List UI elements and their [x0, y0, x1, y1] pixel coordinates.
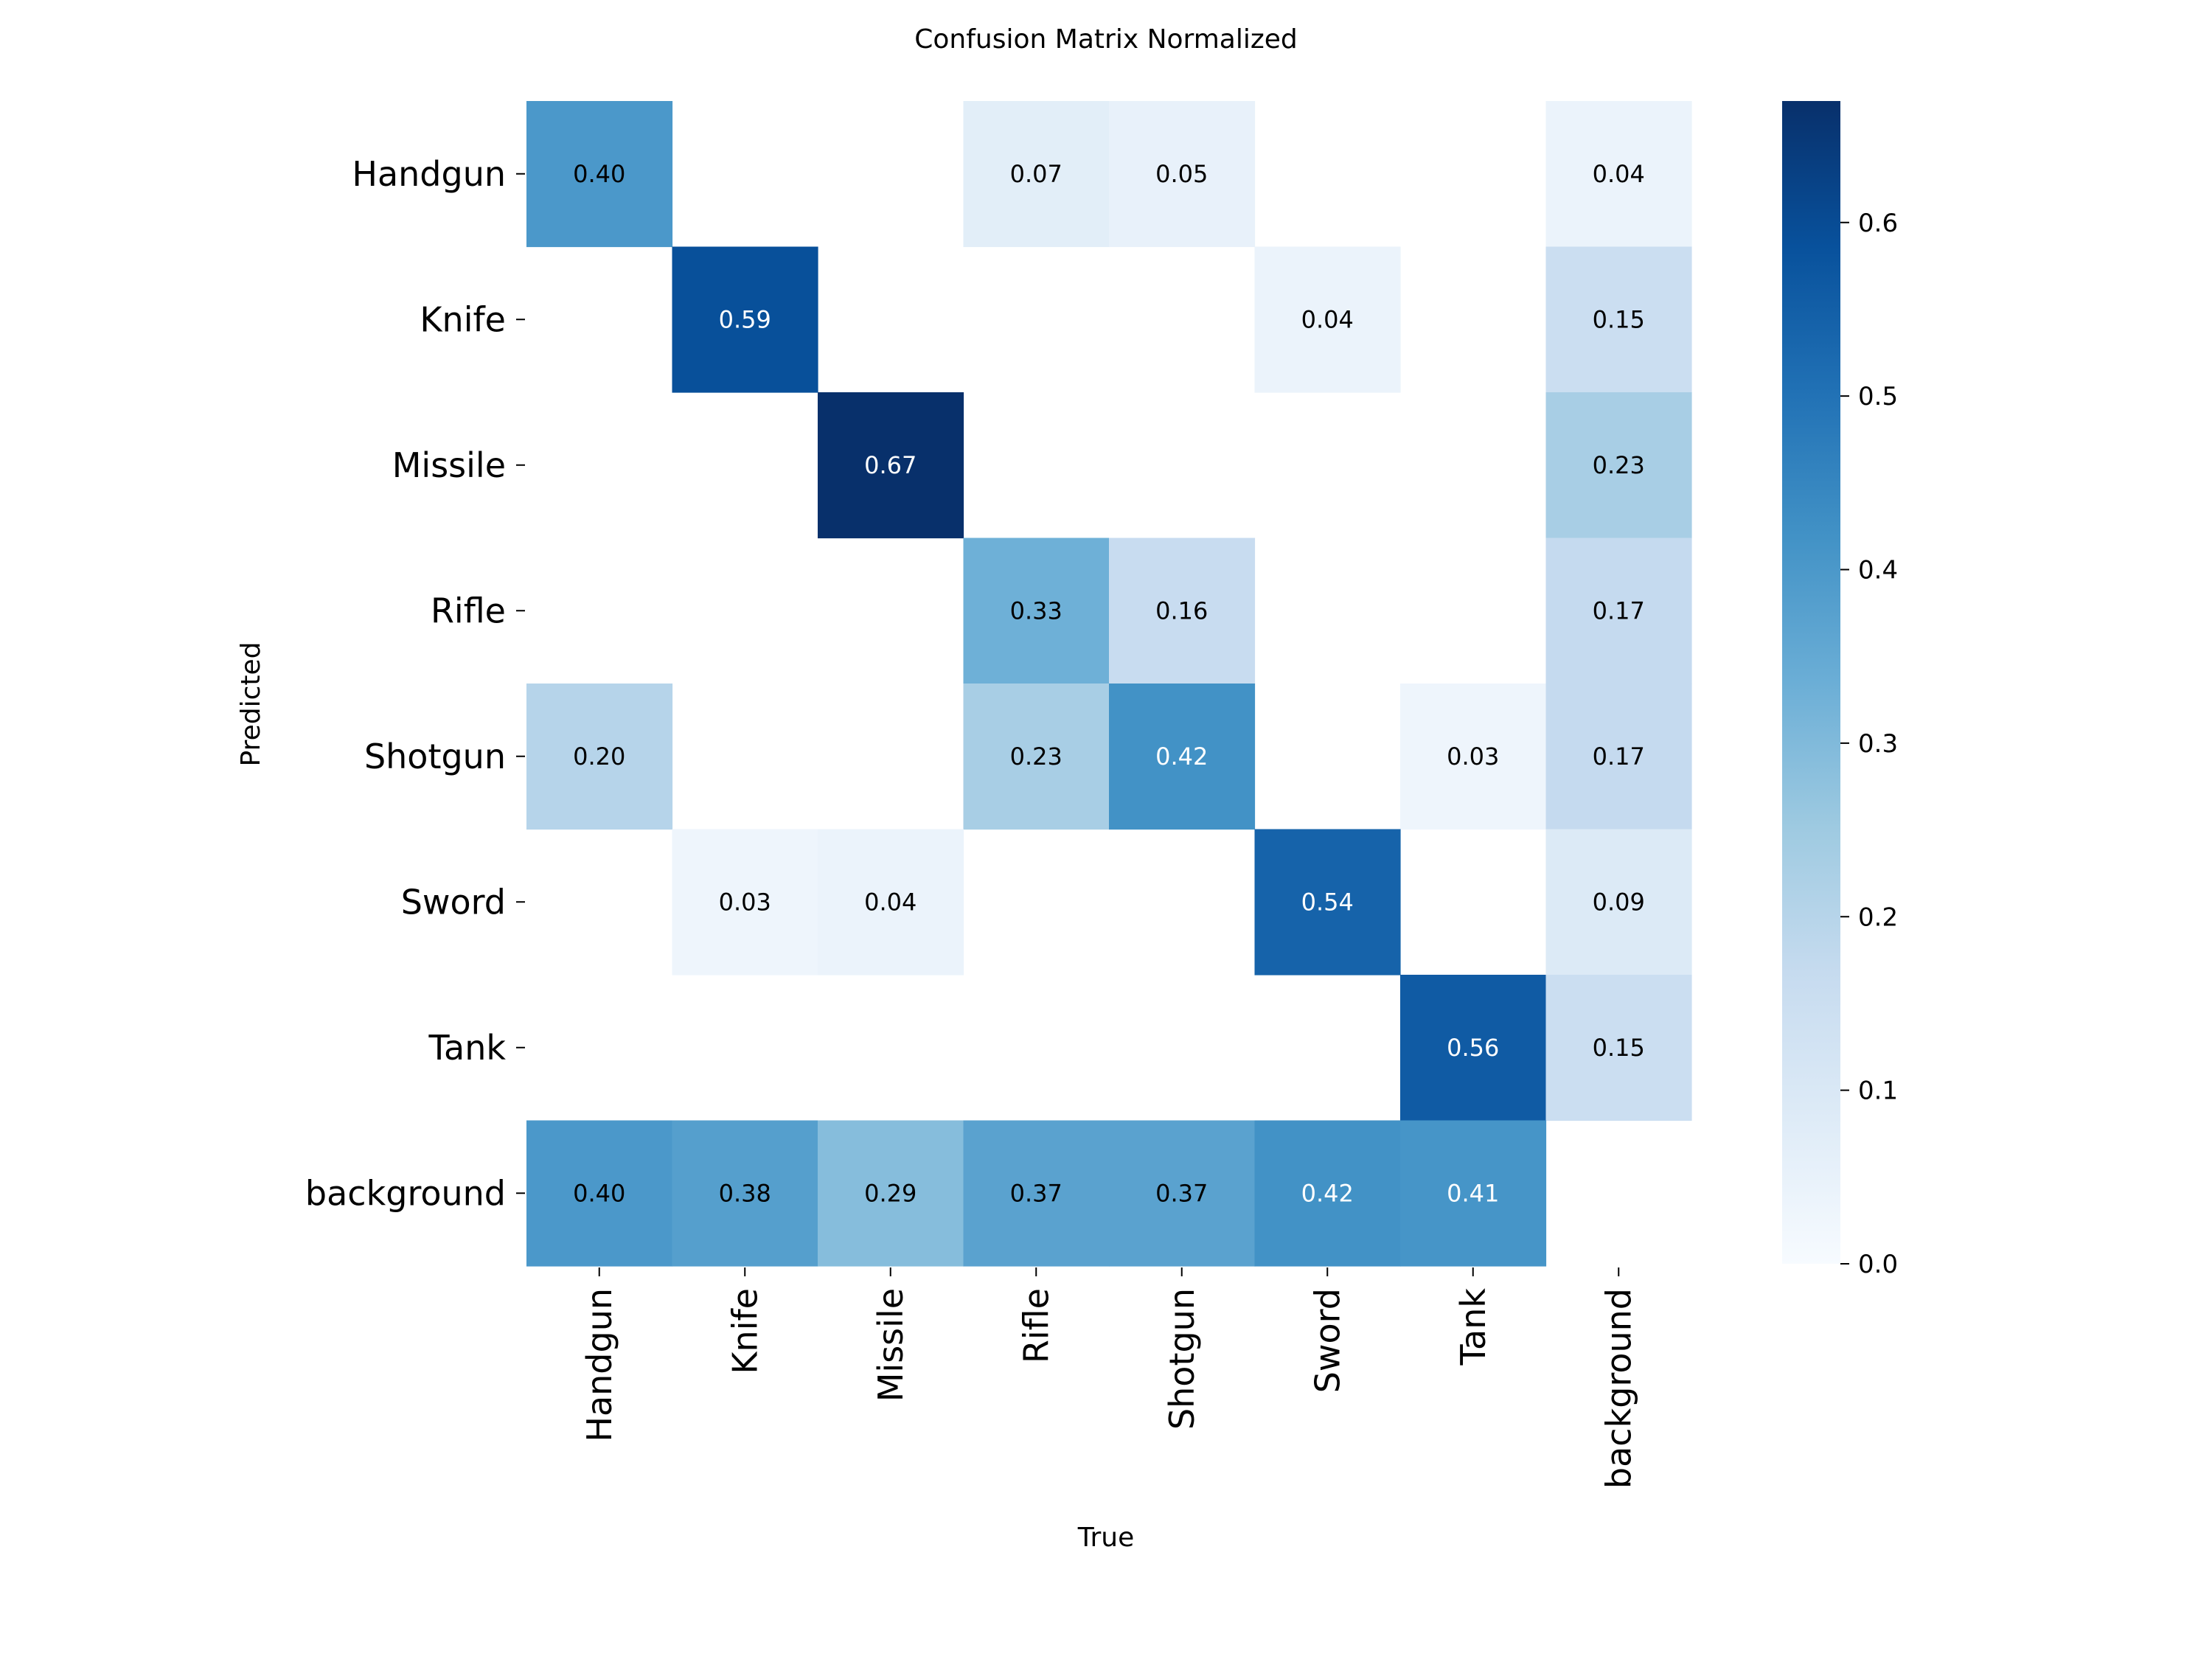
heatmap-cell — [526, 101, 673, 248]
colorbar-tick-label: 0.3 — [1858, 729, 1898, 759]
heatmap-cell — [818, 1120, 964, 1267]
heatmap-cell — [1109, 101, 1256, 248]
cell-value-label: 0.37 — [1155, 1179, 1208, 1207]
cell-value-label: 0.42 — [1155, 742, 1208, 771]
cell-value-label: 0.04 — [1301, 305, 1354, 333]
y-tick-label: Tank — [428, 1028, 507, 1068]
heatmap-cell — [1545, 101, 1692, 248]
heatmap-cell — [1109, 684, 1256, 830]
colorbar-tick-label: 0.6 — [1858, 209, 1898, 238]
heatmap-cell — [963, 1120, 1110, 1267]
y-tick-label: Rifle — [431, 591, 506, 630]
cell-value-label: 0.38 — [719, 1179, 771, 1207]
heatmap-cell — [1545, 246, 1692, 393]
heatmap-cell — [1545, 684, 1692, 830]
heatmap-cell — [1254, 829, 1401, 975]
cell-value-label: 0.05 — [1155, 160, 1208, 188]
y-tick-label: Handgun — [352, 154, 506, 194]
heatmap-cell — [1400, 684, 1547, 830]
colorbar-ticks: 0.0 0.1 0.2 0.3 0.4 0.5 0.6 — [1840, 209, 1898, 1279]
x-axis-label: True — [1077, 1523, 1134, 1553]
cell-value-label: 0.59 — [719, 305, 771, 333]
y-tick-label: Missile — [392, 445, 506, 485]
x-tick-labels: Handgun Knife Missile Rifle Shotgun Sword Tank… — [580, 1267, 1638, 1489]
heatmap-cells: 0.40 0.07 0.05 0.04 0.59 0.04 0.15 0.67 0.23 0.33… — [526, 101, 1692, 1267]
cell-value-label: 0.17 — [1593, 597, 1645, 625]
cell-value-label: 0.03 — [1447, 742, 1499, 771]
chart-title: Confusion Matrix Normalized — [914, 24, 1297, 55]
cell-value-label: 0.41 — [1447, 1179, 1499, 1207]
cell-value-label: 0.20 — [573, 742, 625, 771]
cell-value-label: 0.04 — [864, 888, 917, 916]
y-axis-label: Predicted — [236, 642, 266, 767]
cell-value-label: 0.56 — [1447, 1034, 1499, 1062]
cell-value-label: 0.42 — [1301, 1179, 1354, 1207]
heatmap-cell — [1545, 538, 1692, 684]
colorbar-tick-label: 0.5 — [1858, 382, 1898, 411]
heatmap-cell — [672, 1120, 818, 1267]
y-tick-label: Knife — [420, 299, 506, 339]
cell-value-label: 0.09 — [1593, 888, 1645, 916]
heatmap-cell — [526, 684, 673, 830]
x-tick-label: Shotgun — [1162, 1288, 1202, 1430]
cell-value-label: 0.07 — [1010, 160, 1062, 188]
heatmap-cell — [1254, 1120, 1401, 1267]
cell-value-label: 0.03 — [719, 888, 771, 916]
heatmap-cell — [1254, 246, 1401, 393]
colorbar-tick-label: 0.1 — [1858, 1077, 1898, 1106]
x-tick-label: Handgun — [580, 1288, 619, 1442]
x-tick-label: Rifle — [1016, 1288, 1056, 1363]
colorbar — [1782, 101, 1840, 1264]
cell-value-label: 0.17 — [1593, 742, 1645, 771]
heatmap-cell — [963, 684, 1110, 830]
cell-value-label: 0.16 — [1155, 597, 1208, 625]
cell-value-label: 0.67 — [864, 451, 917, 479]
y-tick-label: background — [305, 1173, 506, 1213]
heatmap-cell — [672, 829, 818, 975]
heatmap-cell — [1109, 538, 1256, 684]
y-tick-label: Shotgun — [364, 737, 506, 776]
y-tick-labels: Handgun Knife Missile Rifle Shotgun Sword Tank… — [305, 154, 525, 1213]
cell-value-label: 0.15 — [1593, 1034, 1645, 1062]
heatmap-cell — [1545, 392, 1692, 539]
x-tick-label: Missile — [871, 1288, 911, 1402]
colorbar-tick-label: 0.2 — [1858, 902, 1898, 932]
heatmap-cell — [1545, 829, 1692, 975]
heatmap-cell — [963, 101, 1110, 248]
heatmap-cell — [963, 538, 1110, 684]
cell-value-label: 0.15 — [1593, 305, 1645, 333]
cell-value-label: 0.54 — [1301, 888, 1354, 916]
cell-value-label: 0.29 — [864, 1179, 917, 1207]
cell-value-label: 0.23 — [1593, 451, 1645, 479]
cell-value-label: 0.33 — [1010, 597, 1062, 625]
heatmap-cell — [1109, 1120, 1256, 1267]
colorbar-tick-label: 0.0 — [1858, 1250, 1898, 1279]
cell-value-label: 0.40 — [573, 160, 625, 188]
cell-value-label: 0.37 — [1010, 1179, 1062, 1207]
colorbar-tick-label: 0.4 — [1858, 556, 1898, 585]
heatmap-cell — [526, 1120, 673, 1267]
cell-value-label: 0.04 — [1593, 160, 1645, 188]
heatmap-cell — [1400, 975, 1547, 1121]
x-tick-label: Sword — [1307, 1288, 1347, 1393]
heatmap-cell — [818, 392, 964, 539]
x-tick-label: Knife — [725, 1288, 765, 1374]
heatmap-cell — [818, 829, 964, 975]
cell-value-label: 0.40 — [573, 1179, 625, 1207]
cell-value-label: 0.23 — [1010, 742, 1062, 771]
heatmap-cell — [672, 246, 818, 393]
heatmap-cell — [1400, 1120, 1547, 1267]
x-tick-label: background — [1599, 1288, 1638, 1489]
y-tick-label: Sword — [401, 882, 506, 922]
heatmap-cell — [1545, 975, 1692, 1121]
x-tick-label: Tank — [1453, 1288, 1493, 1366]
